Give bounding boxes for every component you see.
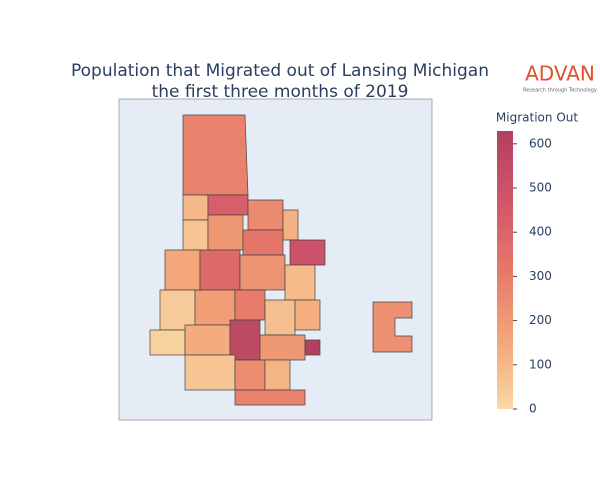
colorbar — [497, 131, 513, 409]
region — [234, 389, 306, 406]
region — [372, 301, 413, 353]
region — [149, 329, 186, 356]
region — [264, 299, 296, 336]
colorbar-title: Migration Out — [496, 111, 578, 125]
region — [242, 229, 284, 256]
colorbar-tick-label: 0 — [529, 402, 537, 416]
region — [284, 264, 316, 301]
colorbar-tick-label: 400 — [529, 225, 552, 239]
colorbar-tick-label: 200 — [529, 313, 552, 327]
region — [294, 299, 321, 331]
region — [234, 289, 266, 321]
colorbar-ticks: 0 100 200 300 400 500 600 — [513, 136, 552, 416]
region — [234, 359, 266, 391]
region — [207, 194, 249, 216]
region — [247, 199, 284, 231]
region — [182, 114, 249, 196]
region — [164, 249, 201, 291]
region — [289, 239, 326, 266]
logo-tagline: Research through Technology — [523, 88, 597, 94]
region — [239, 254, 286, 291]
region — [282, 209, 299, 241]
region — [264, 359, 291, 391]
colorbar-tick-label: 100 — [529, 357, 552, 371]
colorbar-tick-label: 500 — [529, 181, 552, 195]
region — [184, 354, 236, 391]
map — [149, 114, 413, 406]
chart-title: the first three months of 2019 — [152, 82, 409, 102]
region — [229, 319, 261, 361]
logo: ADVAN — [525, 62, 595, 86]
colorbar-tick-label: 600 — [529, 136, 552, 150]
region — [304, 339, 321, 356]
colorbar-tick-label: 300 — [529, 269, 552, 283]
region — [207, 214, 244, 251]
region — [159, 289, 196, 331]
region — [259, 334, 306, 361]
region — [182, 194, 209, 221]
region — [182, 219, 209, 251]
region — [184, 324, 231, 356]
chart-title: Population that Migrated out of Lansing … — [71, 61, 489, 81]
region — [194, 289, 236, 326]
region — [199, 249, 241, 291]
